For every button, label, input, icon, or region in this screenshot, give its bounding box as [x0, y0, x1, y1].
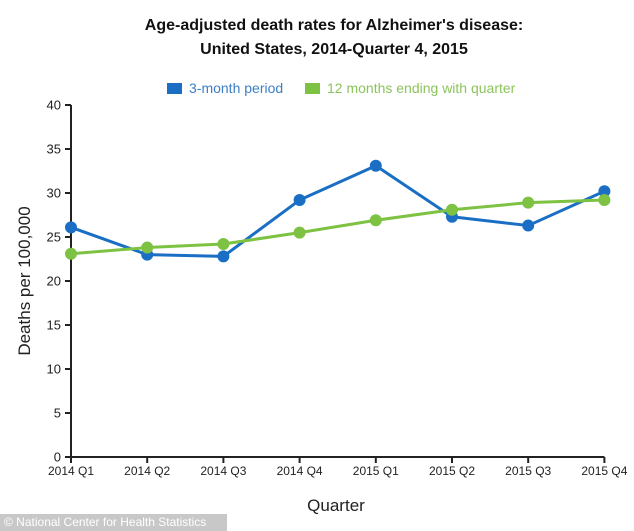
- series-line-12-month: [70, 198, 605, 256]
- y-tick-label: 35: [47, 142, 61, 157]
- legend: 3-month period 12 months ending with qua…: [0, 80, 634, 100]
- data-point-3-month: [217, 250, 230, 263]
- data-point-3-month: [369, 159, 382, 172]
- legend-label-3-month: 3-month period: [189, 80, 284, 96]
- x-tick-label: 2015 Q4: [581, 464, 627, 478]
- data-point-12-month: [522, 196, 535, 209]
- y-tick-label: 0: [54, 450, 61, 465]
- y-tick-label: 10: [47, 362, 61, 377]
- y-tick-label: 40: [47, 98, 61, 113]
- y-tick-label: 25: [47, 230, 61, 245]
- y-tick-label: 15: [47, 318, 61, 333]
- data-point-12-month: [141, 241, 154, 254]
- y-tick-label: 5: [54, 406, 61, 421]
- x-tick-label: 2014 Q2: [124, 464, 170, 478]
- chart-title: Age-adjusted death rates for Alzheimer's…: [0, 14, 634, 62]
- legend-item-3-month[interactable]: 3-month period: [167, 80, 283, 96]
- x-tick-label: 2014 Q3: [200, 464, 246, 478]
- series-line-3-month: [70, 164, 606, 258]
- data-point-3-month: [65, 221, 77, 234]
- data-point-12-month: [293, 226, 306, 239]
- chart-title-line-1: Age-adjusted death rates for Alzheimer's…: [144, 17, 524, 34]
- data-point-12-month: [65, 247, 77, 260]
- y-axis-label: Deaths per 100,000: [15, 206, 34, 355]
- y-tick-label: 20: [47, 274, 61, 289]
- data-point-12-month: [217, 238, 230, 251]
- x-tick-label: 2015 Q1: [353, 464, 399, 478]
- legend-swatch-12-month: [305, 82, 320, 94]
- credit-label: © National Center for Health Statistics: [0, 514, 227, 531]
- legend-swatch-3-month: [167, 82, 182, 94]
- legend-label-12-month: 12 months ending with quarter: [327, 80, 516, 96]
- x-axis-label: Quarter: [307, 496, 365, 515]
- x-tick-label: 2015 Q2: [429, 464, 475, 478]
- x-tick-label: 2014 Q1: [48, 464, 94, 478]
- data-point-3-month: [598, 185, 611, 198]
- x-tick-label: 2014 Q4: [277, 464, 323, 478]
- legend-item-12-month[interactable]: 12 months ending with quarter: [305, 80, 515, 96]
- chart-title-line-2: United States, 2014-Quarter 4, 2015: [200, 41, 468, 58]
- data-point-3-month: [522, 219, 535, 232]
- data-point-12-month: [446, 203, 458, 216]
- data-point-3-month: [293, 194, 306, 207]
- x-tick-label: 2015 Q3: [505, 464, 551, 478]
- y-tick-label: 30: [47, 186, 61, 201]
- data-point-12-month: [598, 194, 611, 207]
- data-point-12-month: [369, 214, 382, 227]
